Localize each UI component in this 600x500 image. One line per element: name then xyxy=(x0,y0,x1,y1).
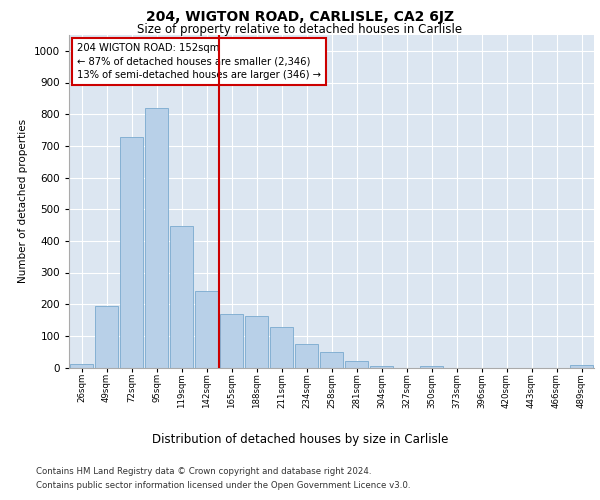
Text: Size of property relative to detached houses in Carlisle: Size of property relative to detached ho… xyxy=(137,22,463,36)
Bar xyxy=(345,361,368,368)
Bar xyxy=(245,316,268,368)
Text: Contains public sector information licensed under the Open Government Licence v3: Contains public sector information licen… xyxy=(36,481,410,490)
Bar xyxy=(570,365,593,368)
Bar xyxy=(170,226,193,368)
Bar xyxy=(420,366,443,368)
Bar xyxy=(195,290,218,368)
Bar xyxy=(370,366,393,368)
Bar xyxy=(70,364,93,368)
Text: Distribution of detached houses by size in Carlisle: Distribution of detached houses by size … xyxy=(152,432,448,446)
Text: 204 WIGTON ROAD: 152sqm
← 87% of detached houses are smaller (2,346)
13% of semi: 204 WIGTON ROAD: 152sqm ← 87% of detache… xyxy=(77,44,321,80)
Bar xyxy=(295,344,318,368)
Text: Contains HM Land Registry data © Crown copyright and database right 2024.: Contains HM Land Registry data © Crown c… xyxy=(36,468,371,476)
Y-axis label: Number of detached properties: Number of detached properties xyxy=(18,119,28,284)
Text: 204, WIGTON ROAD, CARLISLE, CA2 6JZ: 204, WIGTON ROAD, CARLISLE, CA2 6JZ xyxy=(146,10,454,24)
Bar xyxy=(145,108,168,368)
Bar xyxy=(270,327,293,368)
Bar xyxy=(220,314,243,368)
Bar xyxy=(120,137,143,368)
Bar xyxy=(320,352,343,368)
Bar xyxy=(95,306,118,368)
